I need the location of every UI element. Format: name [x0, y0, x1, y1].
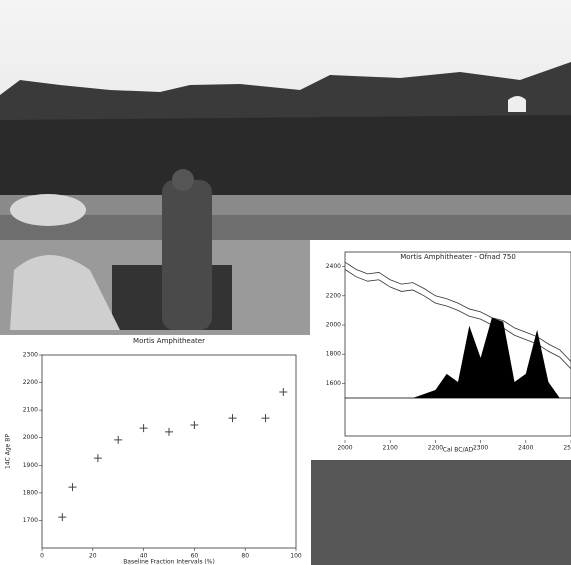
y-tick-label: 2300 [23, 352, 38, 359]
y-tick-label: 2400 [326, 263, 341, 270]
x-tick-label: 2300 [473, 445, 488, 452]
left-panel [0, 335, 310, 565]
x-tick-label: 40 [140, 553, 148, 560]
x-tick-label: 2500 [563, 445, 571, 452]
x-tick-label: 80 [241, 553, 249, 560]
chart-title: Mortis Amphitheater [133, 337, 205, 345]
page: {"chart_data": [ {"type": "scatter", "ti… [0, 0, 571, 565]
y-tick-label: 2200 [23, 379, 38, 386]
x-tick-label: 60 [191, 553, 199, 560]
x-tick-label: 2100 [383, 445, 398, 452]
figure: Mortis Amphitheater Baseline Fraction Int… [0, 0, 571, 565]
y-tick-label: 2200 [326, 292, 341, 299]
y-tick-label: 2100 [23, 407, 38, 414]
x-axis-label: Baseline Fraction Intervals (%) [123, 559, 215, 565]
x-axis-label: Cal BC/AD [443, 447, 474, 454]
y-tick-label: 1700 [23, 517, 38, 524]
x-tick-label: 0 [40, 553, 44, 560]
x-tick-label: 2000 [337, 445, 352, 452]
x-tick-label: 100 [290, 553, 302, 560]
right-panel [310, 240, 571, 460]
y-tick-label: 1600 [326, 380, 341, 387]
y-tick-label: 1800 [23, 489, 38, 496]
gray-block [311, 460, 571, 565]
y-tick-label: 1800 [326, 351, 341, 358]
chart-title: Mortis Amphitheater - Ofnad 750 [400, 253, 516, 261]
x-tick-label: 2400 [518, 445, 533, 452]
y-tick-label: 2000 [326, 322, 341, 329]
y-axis-label: 14C Age BP [5, 434, 12, 469]
y-tick-label: 2000 [23, 434, 38, 441]
x-tick-label: 20 [89, 553, 97, 560]
x-tick-label: 2200 [428, 445, 443, 452]
y-tick-label: 1900 [23, 462, 38, 469]
